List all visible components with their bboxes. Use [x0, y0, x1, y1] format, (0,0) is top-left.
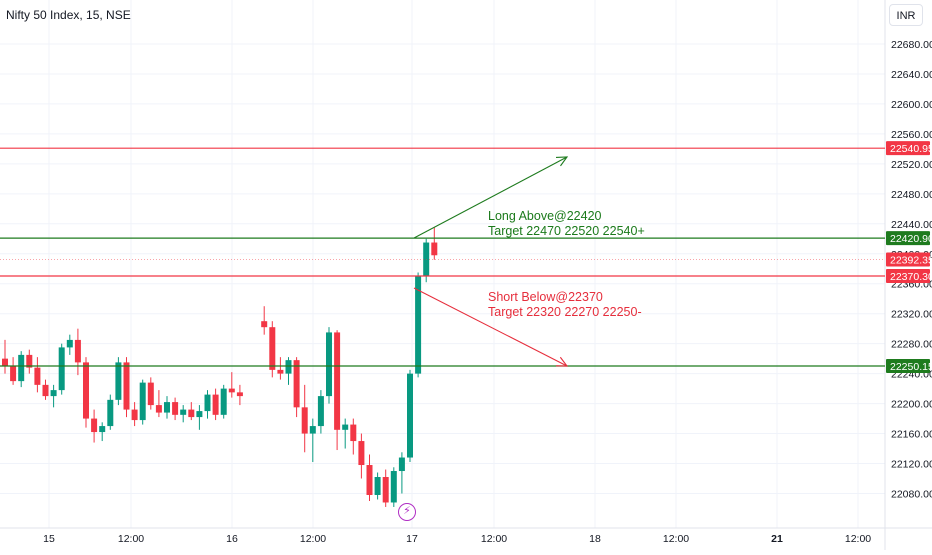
- candle-body: [83, 362, 89, 419]
- candle-body: [66, 339, 73, 348]
- candle-body: [180, 409, 187, 415]
- time-tick-label: 12:00: [663, 533, 689, 545]
- candle-body: [301, 407, 308, 434]
- candle-body: [58, 347, 65, 391]
- candle-body: [204, 394, 211, 412]
- time-tick-label: 17: [406, 533, 418, 545]
- candle-body: [285, 360, 292, 374]
- candle-body: [74, 339, 81, 363]
- price-level-label: 22370.30: [890, 271, 932, 283]
- candle-body: [220, 388, 227, 415]
- candle-body: [334, 332, 341, 430]
- candle-body: [277, 369, 284, 374]
- candle-body: [2, 358, 8, 367]
- price-tick-label: 22520.00: [891, 159, 932, 171]
- candle-body: [358, 441, 365, 466]
- candle-body: [42, 384, 49, 397]
- short-target-text: Target 22320 22270 22250-: [488, 305, 642, 319]
- candle-body: [317, 396, 324, 427]
- candle-body: [342, 424, 349, 430]
- time-tick-label: 12:00: [845, 533, 871, 545]
- candle-body: [269, 327, 276, 370]
- long-entry-text: Long Above@22420: [488, 209, 602, 223]
- short-arrow-head: [555, 356, 569, 367]
- price-level-tag: [886, 141, 930, 156]
- candle-body: [398, 457, 405, 472]
- time-tick-label: 12:00: [118, 533, 144, 545]
- candle-body: [236, 392, 243, 397]
- candle-body: [212, 394, 219, 415]
- candle-body: [382, 477, 389, 503]
- price-tick-label: 22320.00: [891, 309, 932, 321]
- time-tick-label: 16: [226, 533, 238, 545]
- candle-body: [115, 362, 122, 400]
- candle-body: [139, 382, 146, 421]
- candle-body: [261, 321, 268, 328]
- price-level-label: 22540.95: [890, 143, 932, 155]
- candle-body: [131, 409, 138, 421]
- candle-body: [374, 477, 381, 495]
- time-tick-label: 18: [589, 533, 601, 545]
- candle-body: [366, 465, 373, 495]
- candle-body: [431, 242, 438, 256]
- candle-body: [155, 405, 162, 413]
- time-tick-label: 15: [43, 533, 55, 545]
- long-annotation[interactable]: Long Above@22420 Target 22470 22520 2254…: [488, 209, 645, 239]
- price-level-tag: [886, 269, 930, 284]
- short-entry-text: Short Below@22370: [488, 290, 603, 304]
- currency-button[interactable]: INR: [889, 4, 923, 26]
- candle-body: [228, 388, 235, 393]
- candle-body: [326, 332, 332, 397]
- short-annotation[interactable]: Short Below@22370 Target 22320 22270 222…: [488, 290, 642, 320]
- candle-body: [415, 276, 422, 374]
- candle-body: [18, 354, 25, 382]
- price-level-label: 22250.15: [890, 361, 932, 373]
- symbol-label[interactable]: Nifty 50 Index, 15, NSE: [6, 8, 131, 22]
- price-tick-label: 22560.00: [891, 129, 932, 141]
- candle-body: [99, 426, 106, 433]
- price-level-tag: [886, 359, 930, 374]
- price-tick-label: 22080.00: [891, 488, 932, 500]
- price-tick-label: 22280.00: [891, 339, 932, 351]
- price-tick-label: 22600.00: [891, 99, 932, 111]
- time-tick-label: 12:00: [481, 533, 507, 545]
- candle-body: [390, 471, 397, 503]
- candle-body: [34, 367, 41, 385]
- candle-body: [309, 426, 316, 434]
- price-level-label: 22392.35: [890, 254, 932, 266]
- price-tick-label: 22200.00: [891, 399, 932, 411]
- price-tick-label: 22120.00: [891, 459, 932, 471]
- time-tick-label: 12:00: [300, 533, 326, 545]
- price-tick-label: 22160.00: [891, 429, 932, 441]
- candle-body: [107, 399, 114, 427]
- price-level-label: 22420.90: [890, 233, 932, 245]
- candle-body: [10, 366, 17, 382]
- lightning-bolt-icon[interactable]: ⚡: [398, 503, 416, 521]
- candle-body: [293, 360, 300, 408]
- price-level-tag: [886, 231, 930, 246]
- candle-body: [196, 411, 203, 418]
- long-arrow-head: [555, 156, 569, 167]
- candle-body: [91, 418, 98, 433]
- candle-body: [188, 409, 195, 418]
- candle-body: [123, 362, 130, 410]
- time-tick-label: 21: [771, 533, 783, 545]
- price-tick-label: 22440.00: [891, 219, 932, 231]
- long-arrow[interactable]: [413, 156, 568, 239]
- price-tick-label: 22480.00: [891, 189, 932, 201]
- candle-body: [164, 402, 170, 413]
- short-arrow[interactable]: [413, 287, 568, 367]
- price-tick-label: 22680.00: [891, 39, 932, 51]
- candle-body: [50, 390, 57, 397]
- price-tick-label: 22640.00: [891, 69, 932, 81]
- candle-body: [26, 354, 33, 368]
- candle-body: [407, 373, 413, 458]
- long-target-text: Target 22470 22520 22540+: [488, 224, 645, 238]
- candle-body: [172, 402, 179, 415]
- price-level-tag: [886, 252, 930, 267]
- candle-body: [350, 424, 357, 442]
- candle-body: [147, 382, 154, 406]
